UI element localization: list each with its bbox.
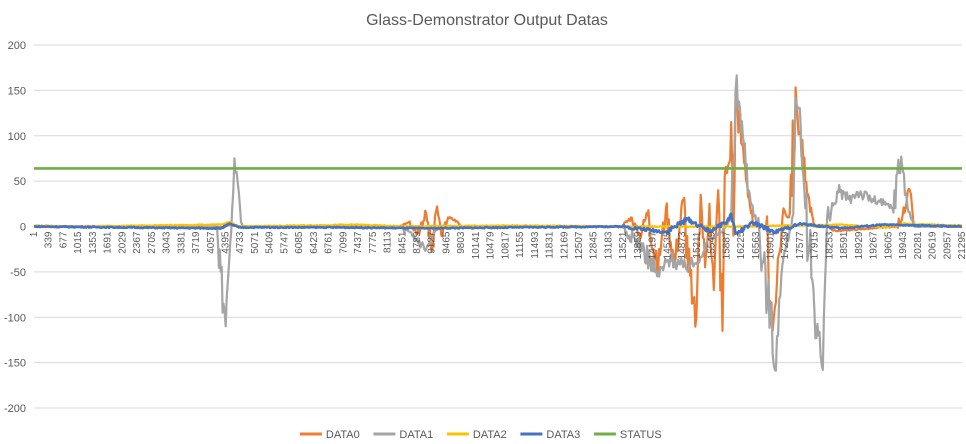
chart-title: Glass-Demonstrator Output Datas bbox=[366, 12, 608, 29]
x-tick-label: 2367 bbox=[132, 231, 143, 254]
legend-label: STATUS bbox=[620, 429, 662, 441]
x-tick-label: 14535 bbox=[662, 231, 673, 259]
x-tick-label: 19267 bbox=[869, 231, 880, 259]
x-tick-label: 14873 bbox=[677, 231, 688, 259]
x-tick-label: 19605 bbox=[883, 231, 894, 259]
x-tick-label: 17915 bbox=[810, 231, 821, 259]
x-tick-label: 339 bbox=[44, 231, 55, 248]
y-tick-label: -150 bbox=[4, 358, 26, 370]
x-tick-label: 20281 bbox=[913, 231, 924, 259]
x-tick-label: 6085 bbox=[294, 231, 305, 254]
x-tick-label: 12845 bbox=[589, 231, 600, 259]
x-tick-label: 18253 bbox=[824, 231, 835, 259]
y-tick-label: -50 bbox=[10, 267, 26, 279]
x-tick-label: 17239 bbox=[780, 231, 791, 259]
x-tick-label: 9803 bbox=[456, 231, 467, 254]
x-tick-label: 14197 bbox=[648, 231, 659, 259]
x-tick-label: 1 bbox=[29, 231, 40, 237]
legend-item-data2: DATA2 bbox=[446, 429, 507, 441]
x-tick-label: 19943 bbox=[898, 231, 909, 259]
x-tick-label: 11493 bbox=[530, 231, 541, 259]
legend-item-data3: DATA3 bbox=[520, 429, 580, 441]
y-tick-label: 0 bbox=[20, 222, 26, 234]
x-tick-label: 10479 bbox=[486, 231, 497, 259]
x-tick-label: 6423 bbox=[309, 231, 320, 254]
series-line-data0 bbox=[33, 86, 963, 332]
x-tick-label: 8451 bbox=[397, 231, 408, 254]
y-tick-label: 50 bbox=[14, 176, 26, 188]
y-tick-label: 150 bbox=[8, 85, 26, 97]
y-axis-ticks: 200 150 100 50 0 -50 -100 -150 -200 bbox=[4, 40, 26, 415]
legend-label: DATA2 bbox=[473, 429, 507, 441]
x-tick-label: 20619 bbox=[928, 231, 939, 259]
x-tick-label: 5409 bbox=[265, 231, 276, 254]
x-tick-label: 6761 bbox=[324, 231, 335, 254]
x-tick-label: 3719 bbox=[191, 231, 202, 254]
y-tick-label: 200 bbox=[8, 40, 26, 52]
x-tick-label: 7437 bbox=[353, 231, 364, 254]
x-tick-label: 3381 bbox=[176, 231, 187, 254]
x-tick-label: 4395 bbox=[220, 231, 231, 254]
x-axis-ticks: 1 339 677 1015 1353 1691 2029 2367 2705 3043 3381 3… bbox=[29, 231, 966, 259]
x-tick-label: 13859 bbox=[633, 231, 644, 259]
x-tick-label: 4733 bbox=[235, 231, 246, 254]
x-tick-label: 7099 bbox=[338, 231, 349, 254]
x-tick-label: 10141 bbox=[471, 231, 482, 259]
x-tick-label: 21295 bbox=[957, 231, 966, 259]
y-tick-label: -100 bbox=[4, 312, 26, 324]
x-tick-label: 18591 bbox=[839, 231, 850, 259]
x-tick-label: 4057 bbox=[206, 231, 217, 254]
series-layer bbox=[33, 74, 963, 372]
x-tick-label: 11831 bbox=[545, 231, 556, 259]
legend-label: DATA0 bbox=[326, 429, 360, 441]
x-tick-label: 677 bbox=[58, 231, 69, 248]
x-tick-label: 5747 bbox=[279, 231, 290, 254]
series-line-data1 bbox=[33, 74, 963, 372]
legend-item-data1: DATA1 bbox=[373, 429, 433, 441]
legend-label: DATA1 bbox=[399, 429, 433, 441]
x-tick-label: 12507 bbox=[574, 231, 585, 259]
x-tick-label: 12169 bbox=[559, 231, 570, 259]
legend-label: DATA3 bbox=[546, 429, 580, 441]
x-tick-label: 1691 bbox=[103, 231, 114, 254]
series-line-data3 bbox=[33, 212, 963, 236]
x-tick-label: 2029 bbox=[117, 231, 128, 254]
legend-item-status: STATUS bbox=[593, 429, 662, 441]
x-tick-label: 18929 bbox=[854, 231, 865, 259]
x-tick-label: 9465 bbox=[441, 231, 452, 254]
x-tick-label: 13521 bbox=[618, 231, 629, 259]
x-tick-label: 16225 bbox=[736, 231, 747, 259]
x-tick-label: 15211 bbox=[692, 231, 703, 259]
x-tick-label: 2705 bbox=[147, 231, 158, 254]
legend-item-data0: DATA0 bbox=[299, 429, 360, 441]
x-tick-label: 10817 bbox=[500, 231, 511, 259]
x-tick-label: 17577 bbox=[795, 231, 806, 259]
x-tick-label: 16563 bbox=[751, 231, 762, 259]
y-tick-label: 100 bbox=[8, 131, 26, 143]
y-tick-label: -200 bbox=[4, 403, 26, 415]
x-tick-label: 1015 bbox=[73, 231, 84, 254]
x-tick-label: 7775 bbox=[368, 231, 379, 254]
x-tick-label: 15549 bbox=[707, 231, 718, 259]
x-tick-label: 8113 bbox=[383, 231, 394, 253]
x-tick-label: 3043 bbox=[162, 231, 173, 254]
x-tick-label: 15887 bbox=[721, 231, 732, 259]
x-tick-label: 5071 bbox=[250, 231, 261, 254]
x-tick-label: 1353 bbox=[88, 231, 99, 254]
legend: DATA0 DATA1 DATA2 DATA3 STATUS bbox=[299, 429, 662, 441]
x-tick-label: 11155 bbox=[515, 231, 526, 258]
x-tick-label: 16901 bbox=[766, 231, 777, 259]
x-tick-label: 8789 bbox=[412, 231, 423, 254]
x-tick-label: 13183 bbox=[603, 231, 614, 259]
x-tick-label: 9127 bbox=[427, 231, 438, 254]
x-tick-label: 20957 bbox=[942, 231, 953, 259]
